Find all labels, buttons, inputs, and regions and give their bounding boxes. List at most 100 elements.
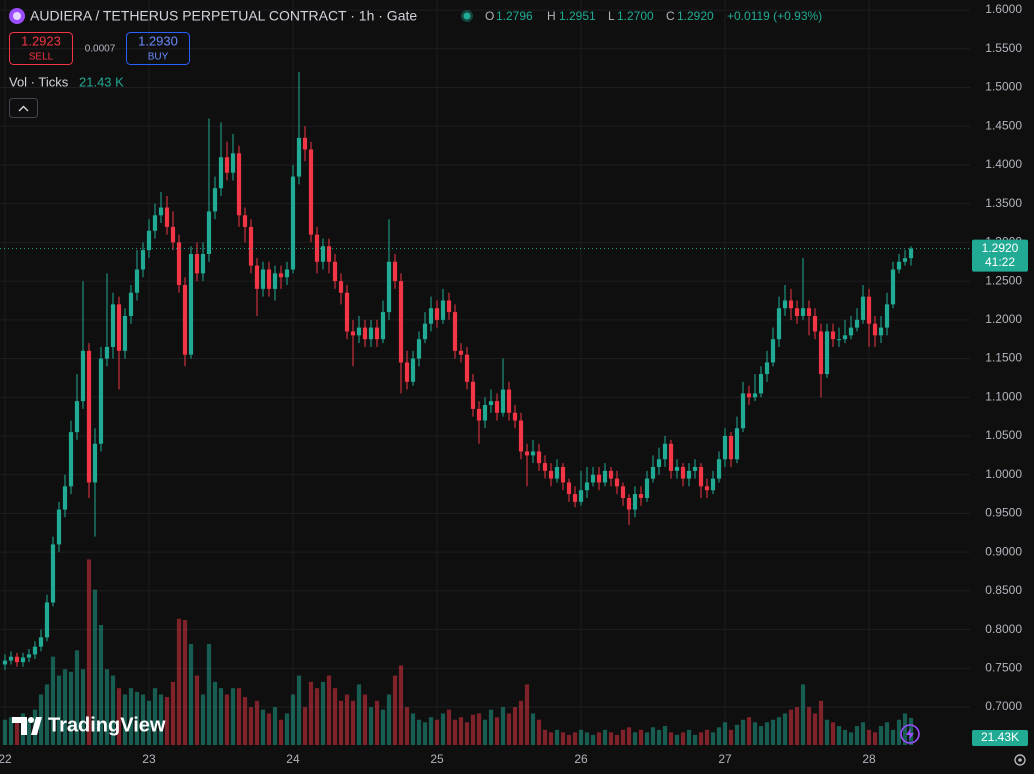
volume-bar: [8, 717, 14, 745]
candle-body: [764, 362, 770, 375]
volume-bar: [272, 707, 278, 745]
y-tick-label: 0.7500: [985, 661, 1022, 675]
volume-bar: [470, 714, 476, 745]
candle-body: [8, 656, 14, 661]
ohlc-value: 1.2700: [617, 9, 654, 23]
candle-body: [536, 451, 542, 464]
candle-body: [560, 466, 566, 483]
candle-body: [602, 470, 608, 483]
watermark: TradingView: [48, 714, 166, 736]
volume-bar: [404, 707, 410, 745]
candle-body: [752, 393, 758, 398]
candle-body: [668, 443, 674, 471]
volume-bar: [728, 729, 734, 745]
candle-body: [800, 308, 806, 316]
volume-bar: [422, 722, 428, 745]
candle-body: [254, 265, 260, 289]
candle-body: [692, 466, 698, 471]
candle-body: [398, 281, 404, 363]
candle-body: [710, 478, 716, 491]
volume-bar: [512, 707, 518, 745]
volume-bar: [242, 697, 248, 745]
settings-icon[interactable]: [1014, 754, 1026, 766]
volume-bar: [620, 729, 626, 745]
candle-body: [158, 207, 164, 216]
volume-bar: [680, 732, 686, 745]
candle-body: [488, 401, 494, 406]
candle-body: [482, 405, 488, 421]
volume-bar: [902, 713, 908, 745]
sell-button[interactable]: [9, 32, 73, 65]
x-tick-label: 26: [574, 752, 588, 766]
volume-bar: [794, 707, 800, 745]
candle-body: [380, 312, 386, 340]
volume-bar: [542, 729, 548, 745]
candle-body: [458, 350, 464, 355]
indicator-name[interactable]: Vol · Ticks: [9, 74, 69, 89]
volume-bar: [182, 619, 188, 745]
candle-body: [2, 660, 8, 665]
candle-body: [104, 346, 110, 359]
candle-body: [848, 327, 854, 336]
candle-body: [428, 308, 434, 324]
volume-bar: [608, 732, 614, 745]
candle-body: [110, 304, 116, 347]
volume-bar: [548, 732, 554, 745]
ohlc-value: 1.2796: [496, 9, 533, 23]
price-label-box: [972, 239, 1028, 272]
candle-body: [626, 497, 632, 510]
candle-body: [464, 354, 470, 382]
candle-body: [662, 443, 668, 460]
collapse-button[interactable]: [9, 98, 38, 118]
volume-bar: [566, 734, 572, 745]
volume-bar: [488, 709, 494, 745]
volume-bar: [110, 675, 116, 745]
candle-body: [716, 459, 722, 479]
candle-body: [776, 308, 782, 340]
candle-body: [290, 176, 296, 270]
volume-bar: [188, 643, 194, 745]
x-tick-label: 24: [286, 752, 300, 766]
y-tick-label: 0.8500: [985, 583, 1022, 597]
candle-body: [122, 315, 128, 351]
volume-bar: [140, 694, 146, 745]
symbol-icon-core: [13, 12, 21, 20]
volume-bar: [650, 727, 656, 745]
candle-body: [872, 323, 878, 336]
candle-body: [74, 401, 80, 433]
candle-body: [296, 137, 302, 177]
y-tick-label: 1.1000: [985, 389, 1022, 403]
candle-body: [416, 339, 422, 359]
alert-bolt: [906, 728, 914, 740]
candles: [2, 72, 914, 670]
candle-body: [218, 157, 224, 189]
y-tick-label: 1.1500: [985, 351, 1022, 365]
volume-bar: [320, 681, 326, 745]
volume-bar: [374, 700, 380, 745]
candle-body: [86, 350, 92, 483]
candle-body: [80, 350, 86, 402]
volume-bar: [494, 717, 500, 745]
volume-bar: [884, 722, 890, 745]
volume-bar: [158, 694, 164, 745]
volume-bar: [626, 727, 632, 745]
volume-bar: [776, 717, 782, 745]
buy-button[interactable]: [126, 32, 190, 65]
candle-body: [308, 149, 314, 235]
symbol-title[interactable]: AUDIERA / TETHERUS PERPETUAL CONTRACT · …: [30, 8, 417, 24]
volume-bar: [464, 722, 470, 745]
volume-bar: [50, 656, 56, 745]
candle-body: [548, 470, 554, 479]
candle-body: [554, 466, 560, 479]
candle-body: [854, 319, 860, 328]
candle-body: [212, 188, 218, 212]
price-label: 1.2920: [982, 241, 1019, 255]
volume-bar: [368, 707, 374, 745]
volume-bar: [854, 726, 860, 745]
candle-body: [146, 230, 152, 251]
volume-bar: [668, 732, 674, 745]
alert-icon[interactable]: [900, 724, 920, 744]
candle-body: [368, 327, 374, 340]
grid: [0, 0, 970, 745]
